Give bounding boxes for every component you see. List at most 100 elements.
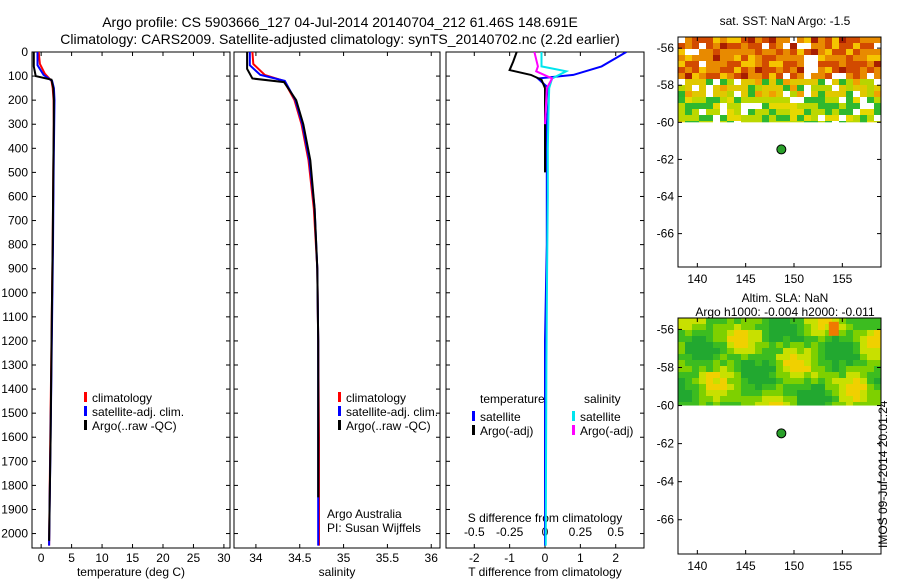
- sst_map-ytick-label: -58: [657, 78, 675, 92]
- differences-xtick-label: 0: [542, 551, 549, 565]
- salinity-diff-tick-label: -0.25: [496, 525, 524, 539]
- salinity-series-satellite-adj-clim-: [248, 52, 320, 546]
- pressure-tick-label: 900: [8, 262, 28, 276]
- sla_map-ytick-label: -62: [657, 437, 675, 451]
- sst_map-xtick-label: 140: [687, 272, 707, 286]
- diff-legend-label: satellite: [580, 410, 621, 424]
- temperature-series-argo-raw-qc-: [32, 52, 55, 541]
- sst_map-xtick-label: 145: [736, 272, 756, 286]
- temperature-xtick-label: 30: [217, 551, 231, 565]
- sla_map-frame: [677, 317, 882, 555]
- salinity-xtick-label: 34: [249, 551, 263, 565]
- diff-legend-swatch: [472, 425, 475, 435]
- sla_map-ytick-label: -58: [657, 360, 675, 374]
- diff-legend-swatch: [572, 411, 575, 421]
- pressure-tick-label: 500: [8, 165, 28, 179]
- sst_map-xtick-label: 155: [832, 272, 852, 286]
- diff-legend-swatch: [572, 425, 575, 435]
- salinity-xtick-label: 36: [425, 551, 439, 565]
- sla_map-xtick-label: 150: [784, 559, 804, 573]
- salinity-xlabel: salinity: [319, 565, 356, 579]
- diff-legend-label: Argo(-adj): [580, 424, 633, 438]
- temperature-legend-label: climatology: [92, 391, 152, 405]
- sst_map-frame: [677, 36, 882, 268]
- salinity-legend-swatch: [338, 420, 341, 430]
- diff-legend-swatch: [472, 411, 475, 421]
- sla-map-title: Altim. SLA: NaN: [741, 291, 829, 305]
- pressure-tick-label: 2000: [1, 527, 28, 541]
- pressure-tick-label: 700: [8, 214, 28, 228]
- temperature-legend-swatch: [84, 392, 87, 402]
- salinity-xtick-label: 35: [337, 551, 351, 565]
- differences-xtick-label: -2: [469, 551, 480, 565]
- pressure-tick-label: 400: [8, 141, 28, 155]
- sla_map-ytick-label: -66: [657, 513, 675, 527]
- sla_map-xtick-label: 155: [832, 559, 852, 573]
- sst_map-ytick-label: -56: [657, 41, 675, 55]
- diff-legend-label: satellite: [480, 410, 521, 424]
- sst-map-title: sat. SST: NaN Argo: -1.5: [719, 14, 851, 28]
- salinity-annotation: PI: Susan Wijffels: [327, 521, 421, 535]
- sst_map-field: [678, 37, 881, 123]
- temperature-xtick-label: 5: [68, 551, 75, 565]
- differences-xlabel: T difference from climatology: [468, 565, 622, 579]
- pressure-tick-label: 1100: [2, 310, 28, 324]
- sst_map-ytick-label: -64: [657, 190, 675, 204]
- salinity-xtick-label: 35.5: [376, 551, 400, 565]
- title-line-1: Argo profile: CS 5903666_127 04-Jul-2014…: [102, 14, 578, 30]
- sla_map-ytick-label: -64: [657, 475, 675, 489]
- differences-xtick-label: -1: [504, 551, 515, 565]
- salinity-legend-label: Argo(..raw -QC): [346, 419, 431, 433]
- temperature-legend-swatch: [84, 406, 87, 416]
- salinity-xtick-label: 34.5: [288, 551, 312, 565]
- sla-hot-spot: [828, 321, 839, 336]
- pressure-tick-label: 1400: [1, 382, 28, 396]
- salinity-legend-swatch: [338, 406, 341, 416]
- salinity-legend-label: satellite-adj. clim.: [346, 405, 438, 419]
- temperature-xtick-label: 15: [126, 551, 140, 565]
- pressure-tick-label: 1000: [1, 286, 28, 300]
- diff-legend-label: Argo(-adj): [480, 424, 533, 438]
- pressure-tick-label: 1900: [1, 502, 28, 516]
- salinity-frame: [233, 51, 441, 549]
- differences-series-temperature-satellite: [535, 52, 627, 546]
- salinity-annotation: Argo Australia: [327, 507, 402, 521]
- differences-xtick-label: 1: [577, 551, 584, 565]
- temperature-xtick-label: 20: [156, 551, 170, 565]
- pressure-tick-label: 600: [8, 189, 28, 203]
- sla_map-ytick-label: -60: [657, 399, 675, 413]
- sst_map-argo-marker: [776, 144, 787, 155]
- sst_map-ytick-label: -66: [657, 227, 675, 241]
- temperature-legend-label: satellite-adj. clim.: [92, 405, 184, 419]
- temperature-xlabel: temperature (deg C): [77, 565, 185, 579]
- temperature-legend-label: Argo(..raw -QC): [92, 419, 177, 433]
- pressure-tick-label: 0: [21, 45, 28, 59]
- temperature-frame: [31, 51, 231, 549]
- title-line-2: Climatology: CARS2009. Satellite-adjuste…: [60, 31, 620, 47]
- sst_map-xtick-label: 150: [784, 272, 804, 286]
- differences-series-salinity-satellite: [540, 52, 570, 546]
- salinity-legend-swatch: [338, 392, 341, 402]
- salinity-legend-label: climatology: [346, 391, 406, 405]
- pressure-tick-label: 200: [8, 93, 28, 107]
- salinity-diff-tick-label: -0.5: [464, 525, 485, 539]
- temperature-xtick-label: 0: [38, 551, 45, 565]
- sla_map-field: [678, 318, 881, 406]
- sla-map-subtitle: Argo h1000: -0.004 h2000: -0.011: [695, 305, 875, 319]
- salinity-diff-tick-label: 0.5: [607, 525, 624, 539]
- temperature-xtick-label: 10: [95, 551, 109, 565]
- sst_map-ytick-label: -62: [657, 152, 675, 166]
- diff-legend-salinity-header: salinity: [584, 392, 621, 406]
- salinity-diff-tick-label: 0.25: [569, 525, 593, 539]
- temperature-xtick-label: 25: [187, 551, 201, 565]
- sla_map-xtick-label: 145: [736, 559, 756, 573]
- sla_map-ytick-label: -56: [657, 322, 675, 336]
- salinity-series-argo-raw-qc-: [246, 52, 320, 498]
- sla_map-xtick-label: 140: [687, 559, 707, 573]
- pressure-tick-label: 1600: [1, 430, 28, 444]
- pressure-tick-label: 1800: [1, 478, 28, 492]
- salinity-series-climatology: [251, 52, 320, 546]
- diff-legend-temperature-header: temperature: [480, 392, 545, 406]
- pressure-tick-label: 1300: [1, 358, 28, 372]
